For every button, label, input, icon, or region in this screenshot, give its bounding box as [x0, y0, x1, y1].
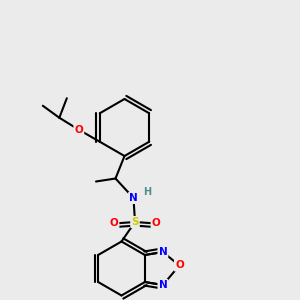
Text: N: N — [158, 280, 167, 290]
Text: N: N — [158, 247, 167, 257]
Text: N: N — [129, 193, 138, 203]
Text: O: O — [152, 218, 160, 229]
Text: H: H — [143, 187, 151, 197]
Text: O: O — [74, 125, 83, 135]
Text: S: S — [131, 217, 139, 227]
Text: O: O — [175, 260, 184, 271]
Text: O: O — [110, 218, 118, 229]
